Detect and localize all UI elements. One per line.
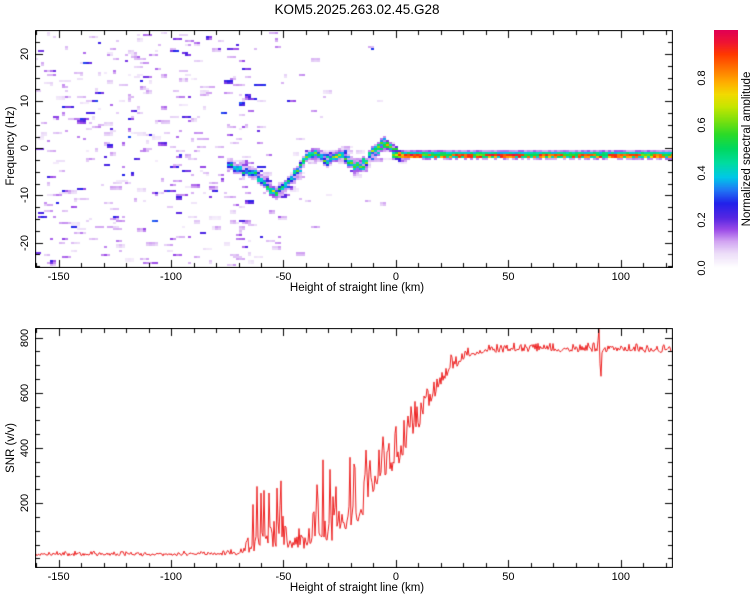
tick-label: 600	[19, 383, 31, 402]
tick-label: 50	[502, 271, 515, 283]
tick-label: -150	[47, 571, 70, 583]
tick-label: 10	[19, 95, 31, 108]
tick-label: -150	[47, 271, 70, 283]
tick-label: 0	[19, 145, 31, 152]
tick-label: -100	[160, 571, 183, 583]
tick-label: -10	[19, 187, 31, 204]
tick-label: -100	[160, 271, 183, 283]
colorbar-canvas	[714, 30, 738, 268]
tick-label: -20	[19, 234, 31, 251]
page-title: KOM5.2025.263.02.45.G28	[274, 2, 440, 17]
snr-trace-canvas	[35, 328, 673, 568]
tick-label: -50	[275, 571, 292, 583]
tick-label: 400	[19, 438, 31, 458]
bottom-x-axis-label: Height of straight line (km)	[289, 582, 425, 594]
snr-axis-label: SNR (v/v)	[5, 423, 17, 473]
tick-label: 0.8	[696, 69, 708, 86]
spectrogram-canvas	[35, 30, 673, 268]
tick-label: 200	[19, 493, 31, 513]
tick-label: 50	[502, 571, 515, 583]
tick-label: -50	[275, 271, 292, 283]
tick-label: 0.0	[696, 260, 708, 276]
tick-label: 0.4	[696, 165, 708, 181]
tick-label: 0.6	[696, 117, 708, 133]
tick-label: 0.2	[696, 212, 708, 229]
tick-label: 800	[19, 328, 31, 347]
tick-label: 0	[392, 571, 399, 583]
tick-label: 100	[611, 571, 630, 583]
top-x-axis-label: Height of straight line (km)	[289, 282, 425, 294]
tick-label: 100	[611, 271, 630, 283]
colorbar-label: Normalized spectral amplitude	[741, 71, 750, 227]
tick-label: 0	[392, 271, 399, 283]
tick-label: 20	[19, 47, 31, 61]
frequency-axis-label: Frequency (Hz)	[5, 106, 17, 186]
